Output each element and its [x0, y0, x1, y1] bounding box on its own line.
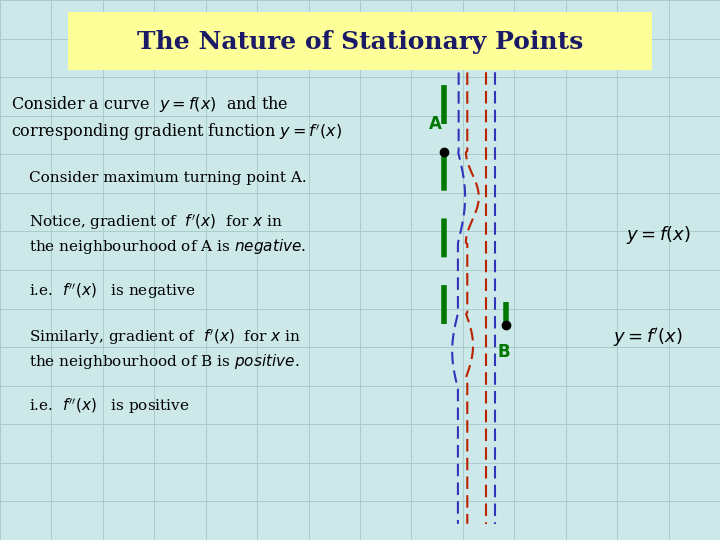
Text: Consider a curve  $y = f(x)$  and the: Consider a curve $y = f(x)$ and the — [11, 93, 289, 114]
Text: i.e.  $f''(x)$   is positive: i.e. $f''(x)$ is positive — [29, 397, 189, 416]
Text: corresponding gradient function $y = f'(x)$: corresponding gradient function $y = f'(… — [11, 122, 342, 144]
FancyBboxPatch shape — [68, 12, 652, 70]
Text: Similarly, gradient of  $f'(x)$  for $x$ in: Similarly, gradient of $f'(x)$ for $x$ i… — [29, 328, 301, 347]
Text: The Nature of Stationary Points: The Nature of Stationary Points — [137, 30, 583, 54]
Text: B: B — [498, 343, 510, 361]
Text: the neighbourhood of B is $\mathit{positive}.$: the neighbourhood of B is $\mathit{posit… — [29, 352, 299, 372]
Text: A: A — [429, 116, 442, 133]
Text: i.e.  $f''(x)$   is negative: i.e. $f''(x)$ is negative — [29, 282, 196, 301]
Text: Notice, gradient of  $f'(x)$  for $x$ in: Notice, gradient of $f'(x)$ for $x$ in — [29, 213, 282, 232]
Text: the neighbourhood of A is $\mathit{negative}.$: the neighbourhood of A is $\mathit{negat… — [29, 237, 306, 256]
Text: $y = f'(x)$: $y = f'(x)$ — [613, 326, 683, 349]
Text: $y = f(x)$: $y = f(x)$ — [626, 224, 691, 246]
Text: Consider maximum turning point A.: Consider maximum turning point A. — [29, 171, 307, 185]
